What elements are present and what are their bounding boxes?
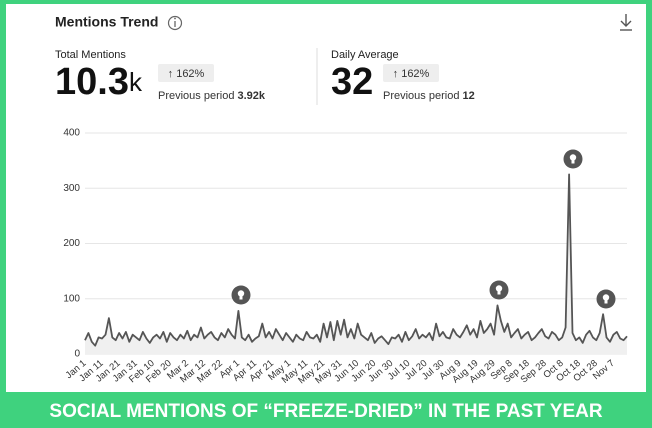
y-tick-label: 400 (63, 128, 80, 139)
pin-part (495, 285, 503, 292)
stat-label: Daily Average (331, 49, 399, 61)
change-badge (383, 64, 439, 82)
previous-value: 12 (463, 90, 475, 102)
previous-label: Previous period (383, 90, 459, 102)
widget-title: Mentions Trend (55, 14, 158, 30)
change-text: ↑ 162% (393, 68, 430, 80)
previous-period: Previous period 3.92k (158, 90, 266, 102)
change-text: ↑ 162% (168, 68, 205, 80)
y-tick-label: 0 (74, 349, 80, 360)
pin-part (571, 160, 575, 164)
stat-value: 10.3k (55, 61, 143, 103)
stat-number: 32 (331, 61, 373, 103)
y-tick-label: 200 (63, 238, 80, 249)
stat-number: 10.3 (55, 61, 129, 103)
change-badge (158, 64, 214, 82)
card (6, 4, 646, 392)
pin-part (239, 296, 243, 300)
pin-part (497, 291, 501, 295)
info-icon[interactable] (167, 15, 183, 31)
event-pins (231, 149, 616, 309)
stat-value: 32 (331, 61, 373, 103)
line (84, 173, 628, 347)
area-fill (85, 174, 627, 354)
info-icon-dot (174, 17, 176, 20)
y-tick-label: 100 (63, 293, 80, 304)
pin-part (602, 294, 610, 301)
stat-label: Total Mentions (55, 49, 126, 61)
y-tick-label: 300 (63, 183, 80, 194)
event-pin[interactable] (489, 280, 509, 300)
previous-value: 3.92k (238, 90, 266, 102)
pin-part (237, 290, 245, 297)
banner (0, 395, 652, 428)
event-pin[interactable] (596, 289, 616, 309)
pin-part (604, 300, 608, 304)
banner-text: SOCIAL MENTIONS OF “FREEZE-DRIED” IN THE… (49, 401, 602, 422)
previous-label: Previous period (158, 90, 234, 102)
stat-unit: k (129, 67, 143, 97)
download-icon[interactable] (620, 14, 632, 31)
previous-period: Previous period 12 (383, 90, 475, 102)
event-pin[interactable] (563, 149, 583, 169)
pin-part (569, 154, 577, 161)
event-pin[interactable] (231, 285, 251, 305)
